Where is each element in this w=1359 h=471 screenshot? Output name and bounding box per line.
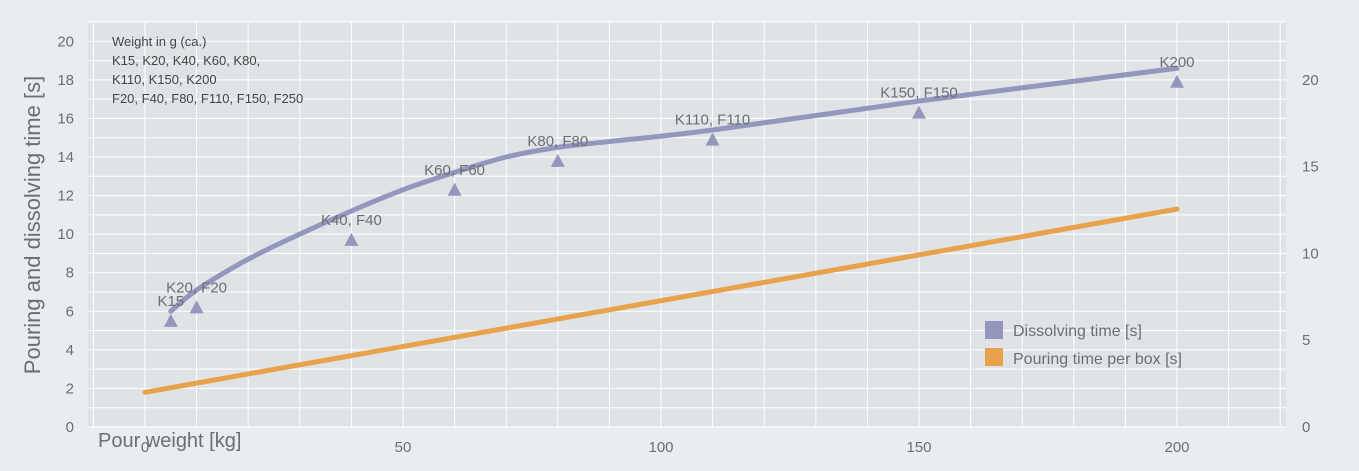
x-tick-label: 100 — [648, 439, 673, 456]
y-tick-label-right: 0 — [1302, 419, 1310, 436]
triangle-marker — [189, 300, 204, 314]
legend-label-pouring: Pouring time per box [s] — [1013, 351, 1182, 368]
x-tick-label: 150 — [906, 439, 931, 456]
markers-layer — [163, 74, 1184, 327]
y-tick-label-left: 8 — [66, 265, 74, 282]
legend-swatch-pouring — [985, 348, 1003, 366]
triangle-marker — [550, 153, 565, 167]
triangle-marker — [1170, 74, 1184, 88]
x-axis-title: Pour weight [kg] — [98, 430, 241, 452]
y-tick-label-right: 15 — [1302, 159, 1319, 176]
point-label: K15 — [157, 293, 184, 310]
y-tick-label-left: 14 — [57, 149, 74, 166]
legend-swatch-dissolving — [985, 321, 1003, 339]
point-label: K20, F20 — [166, 279, 227, 296]
y-tick-label-left: 10 — [57, 226, 74, 243]
x-tick-label: 50 — [395, 439, 412, 456]
legend-label-dissolving: Dissolving time [s] — [1013, 323, 1142, 340]
note-line: Weight in g (ca.) — [112, 34, 206, 49]
series-layer — [142, 65, 1180, 395]
legend: Dissolving time [s] Pouring time per box… — [985, 321, 1182, 368]
y-tick-label-left: 0 — [66, 419, 74, 436]
y-tick-label-right: 5 — [1302, 332, 1310, 349]
note-line: F20, F40, F80, F110, F150, F250 — [112, 91, 303, 106]
point-label: K40, F40 — [321, 212, 382, 229]
y-tick-label-right: 20 — [1302, 72, 1319, 89]
y-tick-label-left: 16 — [57, 110, 74, 127]
weight-note: Weight in g (ca.) K15, K20, K40, K60, K8… — [112, 34, 303, 106]
y-tick-label-left: 6 — [66, 303, 74, 320]
point-label: K80, F80 — [527, 133, 588, 150]
triangle-marker — [163, 313, 178, 327]
y-axis-title: Pouring and dissolving time [s] — [20, 76, 45, 374]
y-tick-label-left: 18 — [57, 72, 74, 89]
y-tick-label-left: 12 — [57, 188, 74, 205]
y-tick-label-left: 2 — [66, 380, 74, 397]
x-axis: 0 50 100 150 200 — [141, 439, 1190, 456]
triangle-marker — [705, 132, 720, 146]
point-label: K60, F60 — [424, 162, 485, 179]
y-axis-left: 0 2 4 6 8 10 12 14 16 18 20 — [57, 33, 74, 436]
point-label: K200 — [1159, 54, 1194, 71]
grid — [88, 21, 1286, 428]
triangle-marker — [344, 232, 359, 246]
note-line: K110, K150, K200 — [112, 72, 217, 87]
y-tick-label-left: 4 — [66, 342, 74, 359]
pouring-time-line — [142, 206, 1180, 395]
y-tick-label-left: 20 — [57, 33, 74, 50]
note-line: K15, K20, K40, K60, K80, — [112, 53, 260, 68]
triangle-marker — [912, 105, 926, 119]
y-tick-label-right: 10 — [1302, 245, 1319, 262]
dissolving-time-line — [168, 65, 1180, 314]
y-axis-right: 0 5 10 15 20 — [1302, 72, 1319, 436]
point-label: K150, F150 — [880, 85, 958, 102]
x-tick-label: 0 — [141, 439, 149, 456]
x-tick-label: 200 — [1164, 439, 1189, 456]
point-label: K110, F110 — [675, 112, 750, 129]
triangle-marker — [447, 182, 462, 196]
